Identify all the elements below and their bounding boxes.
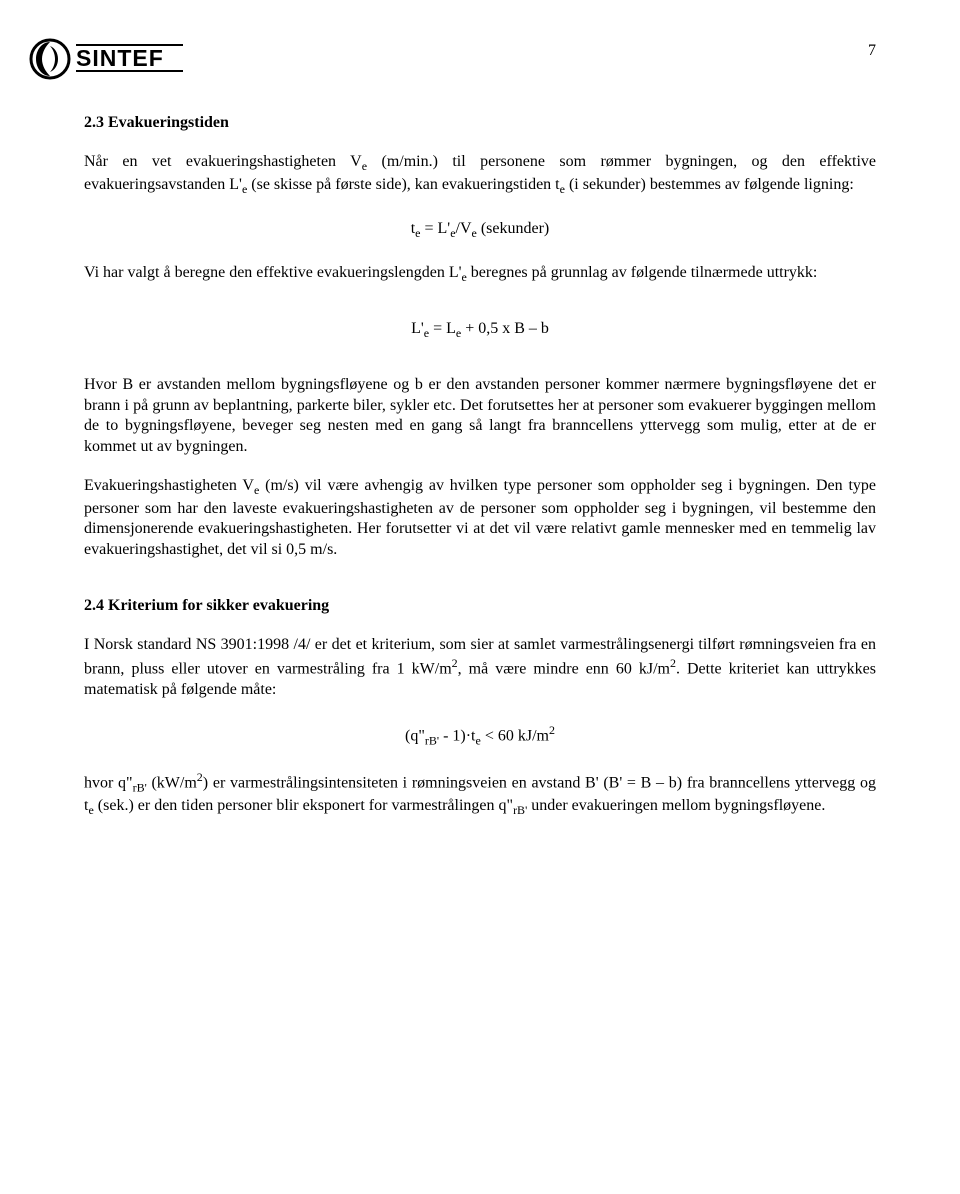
text: L'	[411, 320, 424, 337]
equation-3: (q"rB' - 1)·te < 60 kJ/m2	[84, 723, 876, 749]
text: Vi har valgt å beregne den effektive eva…	[84, 264, 461, 281]
text: + 0,5 x B – b	[461, 320, 549, 337]
equation-2: L'e = Le + 0,5 x B – b	[84, 320, 876, 341]
text: < 60 kJ/m	[481, 727, 549, 744]
text: (i sekunder) bestemmes av følgende ligni…	[565, 176, 854, 193]
sec23-p2: Vi har valgt å beregne den effektive eva…	[84, 263, 876, 286]
text: beregnes på grunnlag av følgende tilnærm…	[467, 264, 818, 281]
equation-1: te = L'e/Ve (sekunder)	[84, 220, 876, 241]
text: /V	[456, 220, 472, 237]
heading-2-3: 2.3 Evakueringstiden	[84, 114, 876, 132]
text: (se skisse på første side), kan evakueri…	[247, 176, 559, 193]
text: , må være mindre enn 60 kJ/m	[458, 660, 670, 677]
text: = L'	[421, 220, 451, 237]
text: (sekunder)	[477, 220, 549, 237]
sec23-p3: Hvor B er avstanden mellom bygningsfløye…	[84, 375, 876, 458]
text: Evakueringshastigheten V	[84, 477, 254, 494]
page-number: 7	[868, 42, 876, 60]
superscript: 2	[549, 723, 555, 737]
text: under evakueringen mellom bygningsfløyen…	[527, 797, 825, 814]
sec24-p2: hvor q"rB' (kW/m2) er varmestrålingsinte…	[84, 770, 876, 819]
text: - 1)·t	[439, 727, 475, 744]
subscript: rB'	[513, 804, 527, 818]
svg-text:SINTEF: SINTEF	[76, 45, 164, 71]
subscript: rB'	[425, 733, 439, 747]
sec24-p1: I Norsk standard NS 3901:1998 /4/ er det…	[84, 635, 876, 701]
text: = L	[429, 320, 456, 337]
sintef-logo: SINTEF	[28, 36, 188, 87]
text: (sek.) er den tiden personer blir ekspon…	[94, 797, 513, 814]
text: hvor q"	[84, 775, 133, 792]
text: Når en vet evakueringshastigheten V	[84, 153, 362, 170]
text: (kW/m	[147, 775, 197, 792]
document-body: 2.3 Evakueringstiden Når en vet evakueri…	[84, 114, 876, 819]
subscript: rB'	[133, 781, 147, 795]
heading-2-4: 2.4 Kriterium for sikker evakuering	[84, 597, 876, 615]
text: (q"	[405, 727, 425, 744]
sec23-p1: Når en vet evakueringshastigheten Ve (m/…	[84, 152, 876, 198]
sec23-p4: Evakueringshastigheten Ve (m/s) vil være…	[84, 476, 876, 561]
